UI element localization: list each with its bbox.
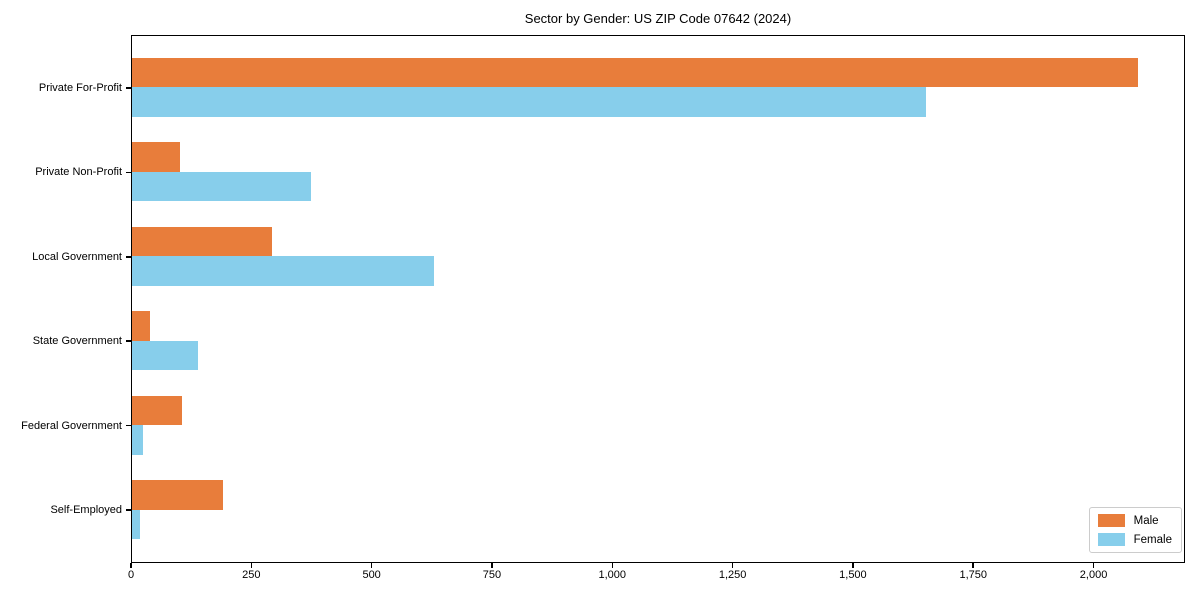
category-label-local-government: Local Government [32,250,122,263]
bar-male-private-for-profit [132,57,1138,88]
legend-row-female: Female [1097,533,1172,546]
x-tick-label: 1,750 [959,569,987,581]
bar-female-self-employed [132,509,140,540]
x-tick-label: 2,000 [1079,569,1108,581]
x-tick-mark [611,563,614,568]
legend-swatch-male [1097,514,1125,527]
legend-label-male: Male [1133,514,1159,527]
x-tick-mark [852,563,854,568]
legend-swatch-female [1097,533,1125,546]
x-tick-mark [731,563,734,568]
y-tick-mark [126,256,131,258]
x-tick-label: 750 [482,569,502,581]
legend-row-male: Male [1097,514,1172,527]
y-tick-mark [126,340,131,342]
x-tick-label: 1,250 [718,569,747,581]
bar-male-local-government [132,226,272,257]
plot-area: Male Female [131,35,1185,563]
category-label-federal-government: Federal Government [21,419,122,432]
x-tick-label: 500 [362,569,381,581]
bar-female-private-for-profit [132,87,927,117]
x-tick-label: 250 [242,569,261,581]
chart-title: Sector by Gender: US ZIP Code 07642 (202… [524,11,792,26]
x-tick-mark [250,563,253,568]
legend: Male Female [1088,507,1182,553]
y-tick-mark [126,87,131,89]
bar-male-self-employed [132,480,224,510]
category-label-self-employed: Self-Employed [50,504,122,517]
bar-male-private-non-profit [132,142,181,172]
x-tick-label: 1,000 [598,569,627,581]
y-tick-mark [126,509,131,511]
x-tick-mark [1092,563,1095,568]
x-tick-mark [491,563,493,568]
legend-label-female: Female [1133,533,1172,546]
y-tick-mark [126,171,131,174]
bar-male-state-government [132,311,151,341]
x-tick-mark [130,563,132,568]
x-tick-mark [972,563,974,568]
bars-layer [132,36,1184,562]
bar-male-federal-government [132,395,182,426]
bar-female-state-government [132,340,198,371]
bar-female-private-non-profit [132,171,312,202]
bar-female-local-government [132,256,435,286]
category-label-private-for-profit: Private For-Profit [38,81,122,94]
x-tick-label: 0 [127,569,135,581]
x-tick-label: 1,500 [839,569,867,581]
x-tick-mark [370,563,373,568]
y-tick-mark [126,424,131,427]
category-label-private-non-profit: Private Non-Profit [35,166,122,179]
category-label-state-government: State Government [32,335,122,348]
bar-female-federal-government [132,425,144,455]
